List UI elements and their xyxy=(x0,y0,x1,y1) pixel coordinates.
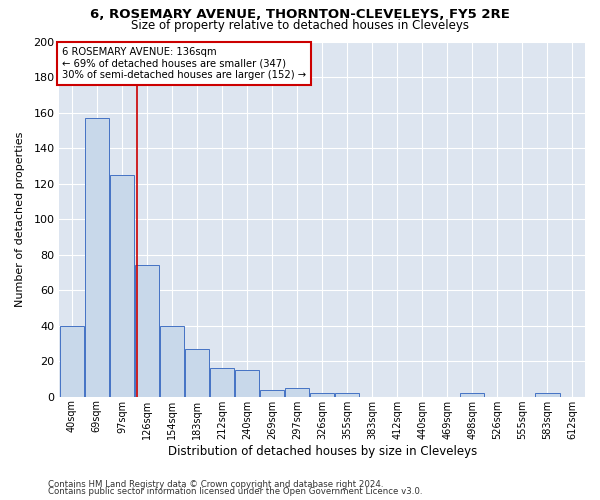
Text: 6, ROSEMARY AVENUE, THORNTON-CLEVELEYS, FY5 2RE: 6, ROSEMARY AVENUE, THORNTON-CLEVELEYS, … xyxy=(90,8,510,20)
Bar xyxy=(135,266,159,396)
Bar xyxy=(335,393,359,396)
Bar xyxy=(59,326,84,396)
Bar xyxy=(210,368,234,396)
Bar xyxy=(235,370,259,396)
Bar xyxy=(160,326,184,396)
Bar xyxy=(535,393,560,396)
Text: 6 ROSEMARY AVENUE: 136sqm
← 69% of detached houses are smaller (347)
30% of semi: 6 ROSEMARY AVENUE: 136sqm ← 69% of detac… xyxy=(62,47,306,80)
Text: Contains HM Land Registry data © Crown copyright and database right 2024.: Contains HM Land Registry data © Crown c… xyxy=(48,480,383,489)
Text: Contains public sector information licensed under the Open Government Licence v3: Contains public sector information licen… xyxy=(48,487,422,496)
Text: Size of property relative to detached houses in Cleveleys: Size of property relative to detached ho… xyxy=(131,18,469,32)
Bar xyxy=(185,348,209,397)
Bar xyxy=(85,118,109,396)
Bar xyxy=(460,393,484,396)
Y-axis label: Number of detached properties: Number of detached properties xyxy=(15,132,25,307)
X-axis label: Distribution of detached houses by size in Cleveleys: Distribution of detached houses by size … xyxy=(167,444,477,458)
Bar xyxy=(260,390,284,396)
Bar xyxy=(310,393,334,396)
Bar xyxy=(110,174,134,396)
Bar xyxy=(285,388,309,396)
